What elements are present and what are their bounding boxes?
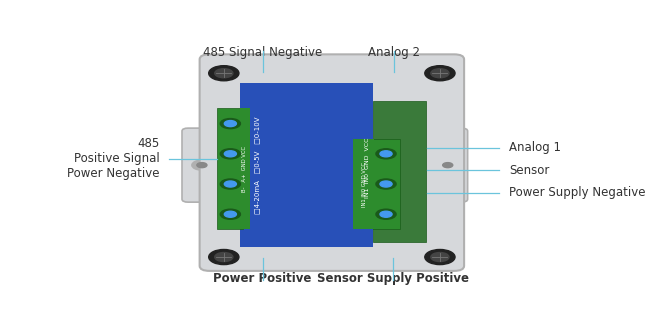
Circle shape	[197, 163, 207, 168]
Text: 485
Positive Signal
Power Negative: 485 Positive Signal Power Negative	[67, 137, 159, 180]
Circle shape	[214, 69, 233, 78]
Bar	[373, 101, 426, 242]
Circle shape	[220, 149, 240, 159]
Bar	[240, 83, 374, 247]
Circle shape	[376, 179, 396, 189]
Bar	[373, 139, 400, 229]
Circle shape	[376, 209, 396, 219]
FancyBboxPatch shape	[182, 128, 222, 202]
Text: □4-20mA   □0-5V   □0-10V: □4-20mA □0-5V □0-10V	[254, 116, 259, 214]
Circle shape	[431, 69, 449, 78]
Text: IN1  IN0  GND  VCC: IN1 IN0 GND VCC	[365, 137, 370, 198]
Text: Analog 1: Analog 1	[510, 141, 562, 154]
Text: Power Positive: Power Positive	[213, 272, 312, 285]
Text: Power Supply Negative: Power Supply Negative	[510, 186, 646, 199]
Circle shape	[220, 179, 240, 189]
Text: B-   A+  GND VCC: B- A+ GND VCC	[242, 146, 248, 192]
Circle shape	[443, 163, 453, 168]
Circle shape	[425, 66, 455, 81]
Circle shape	[224, 211, 237, 217]
Circle shape	[224, 121, 237, 127]
Circle shape	[214, 252, 233, 262]
Circle shape	[380, 151, 392, 157]
Circle shape	[220, 209, 240, 219]
Text: Analog 2: Analog 2	[368, 45, 420, 59]
Circle shape	[437, 160, 458, 170]
Text: Sensor Supply Positive: Sensor Supply Positive	[317, 272, 469, 285]
Circle shape	[380, 211, 392, 217]
Bar	[217, 109, 244, 229]
FancyBboxPatch shape	[428, 128, 467, 202]
Circle shape	[376, 149, 396, 159]
Circle shape	[209, 66, 239, 81]
Circle shape	[192, 160, 212, 170]
Circle shape	[209, 250, 239, 265]
FancyBboxPatch shape	[200, 54, 464, 271]
Circle shape	[224, 181, 237, 187]
Circle shape	[220, 119, 240, 129]
Bar	[354, 139, 374, 229]
Circle shape	[431, 252, 449, 262]
Bar	[240, 109, 250, 229]
Text: IN1 IN0 GND VCC: IN1 IN0 GND VCC	[362, 162, 367, 207]
Circle shape	[380, 181, 392, 187]
Text: Sensor: Sensor	[510, 164, 550, 177]
Circle shape	[224, 151, 237, 157]
Circle shape	[425, 250, 455, 265]
Text: 485 Signal Negative: 485 Signal Negative	[203, 45, 322, 59]
